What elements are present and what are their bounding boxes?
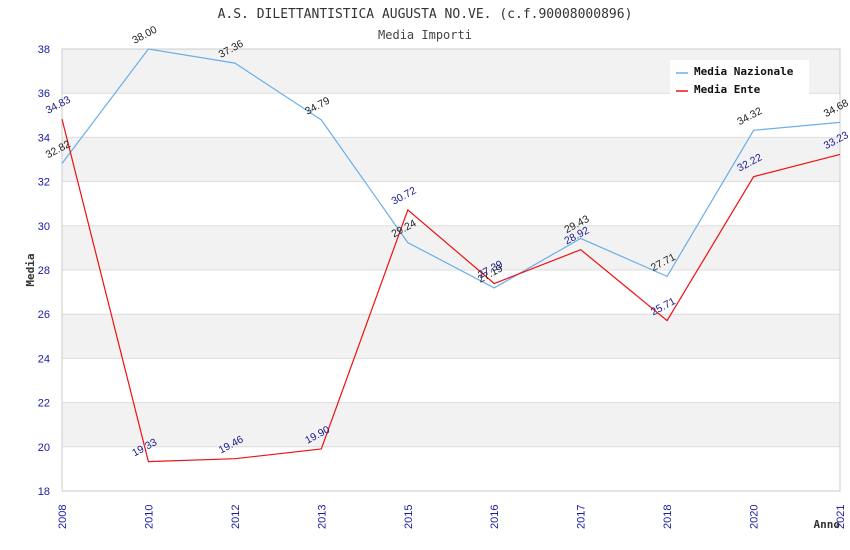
x-tick-label: 2015	[403, 505, 415, 529]
series-line-media-ente	[61, 118, 841, 463]
x-axis-label: Anno	[814, 518, 841, 531]
x-axis-ticks: 2008 2010 2012 2013 2015 2016 2017 2018 2020 2021	[57, 505, 847, 529]
y-tick-label: 20	[38, 442, 50, 454]
y-axis-label: Media	[24, 253, 37, 286]
legend: Media Nazionale Media Ente	[670, 60, 809, 96]
grid-band	[62, 225, 840, 270]
x-tick-label: 2021	[835, 505, 847, 529]
plot-frame	[61, 48, 841, 492]
series-line-media-nazionale	[61, 48, 841, 289]
y-tick-label: 18	[38, 486, 50, 498]
x-tick-label: 2013	[316, 505, 328, 529]
y-tick-label: 32	[38, 177, 50, 189]
data-label: 34.32	[735, 105, 764, 128]
chart-subtitle: Media Importi	[378, 28, 472, 42]
y-tick-label: 22	[38, 398, 50, 410]
y-tick-label: 38	[38, 44, 50, 56]
y-tick-label: 34	[38, 132, 50, 144]
grid-bands	[62, 49, 840, 447]
legend-label-media-nazionale: Media Nazionale	[694, 65, 794, 78]
grid-band	[62, 314, 840, 359]
legend-label-media-ente: Media Ente	[694, 83, 761, 96]
data-label: 38.00	[130, 24, 159, 47]
y-tick-label: 36	[38, 88, 50, 100]
grid-band	[62, 402, 840, 447]
y-tick-label: 30	[38, 221, 50, 233]
chart-series	[61, 48, 841, 463]
x-tick-label: 2010	[143, 505, 155, 529]
grid-band	[62, 137, 840, 182]
x-tick-label: 2018	[662, 505, 674, 529]
chart-title: A.S. DILETTANTISTICA AUGUSTA NO.VE. (c.f…	[218, 7, 633, 22]
y-axis-ticks: 18 20 22 24 26 28 30 32 34 36 38	[38, 44, 50, 498]
x-tick-label: 2017	[576, 505, 588, 529]
y-tick-label: 24	[38, 353, 50, 365]
data-label: 34.79	[303, 95, 332, 118]
x-tick-label: 2020	[749, 505, 761, 529]
y-tick-label: 28	[38, 265, 50, 277]
data-label: 30.72	[390, 185, 419, 208]
x-tick-label: 2008	[57, 505, 69, 529]
legend-box	[670, 60, 809, 96]
data-label: 34.68	[822, 97, 850, 120]
x-tick-label: 2016	[489, 505, 501, 529]
x-tick-label: 2012	[230, 505, 242, 529]
y-tick-label: 26	[38, 309, 50, 321]
